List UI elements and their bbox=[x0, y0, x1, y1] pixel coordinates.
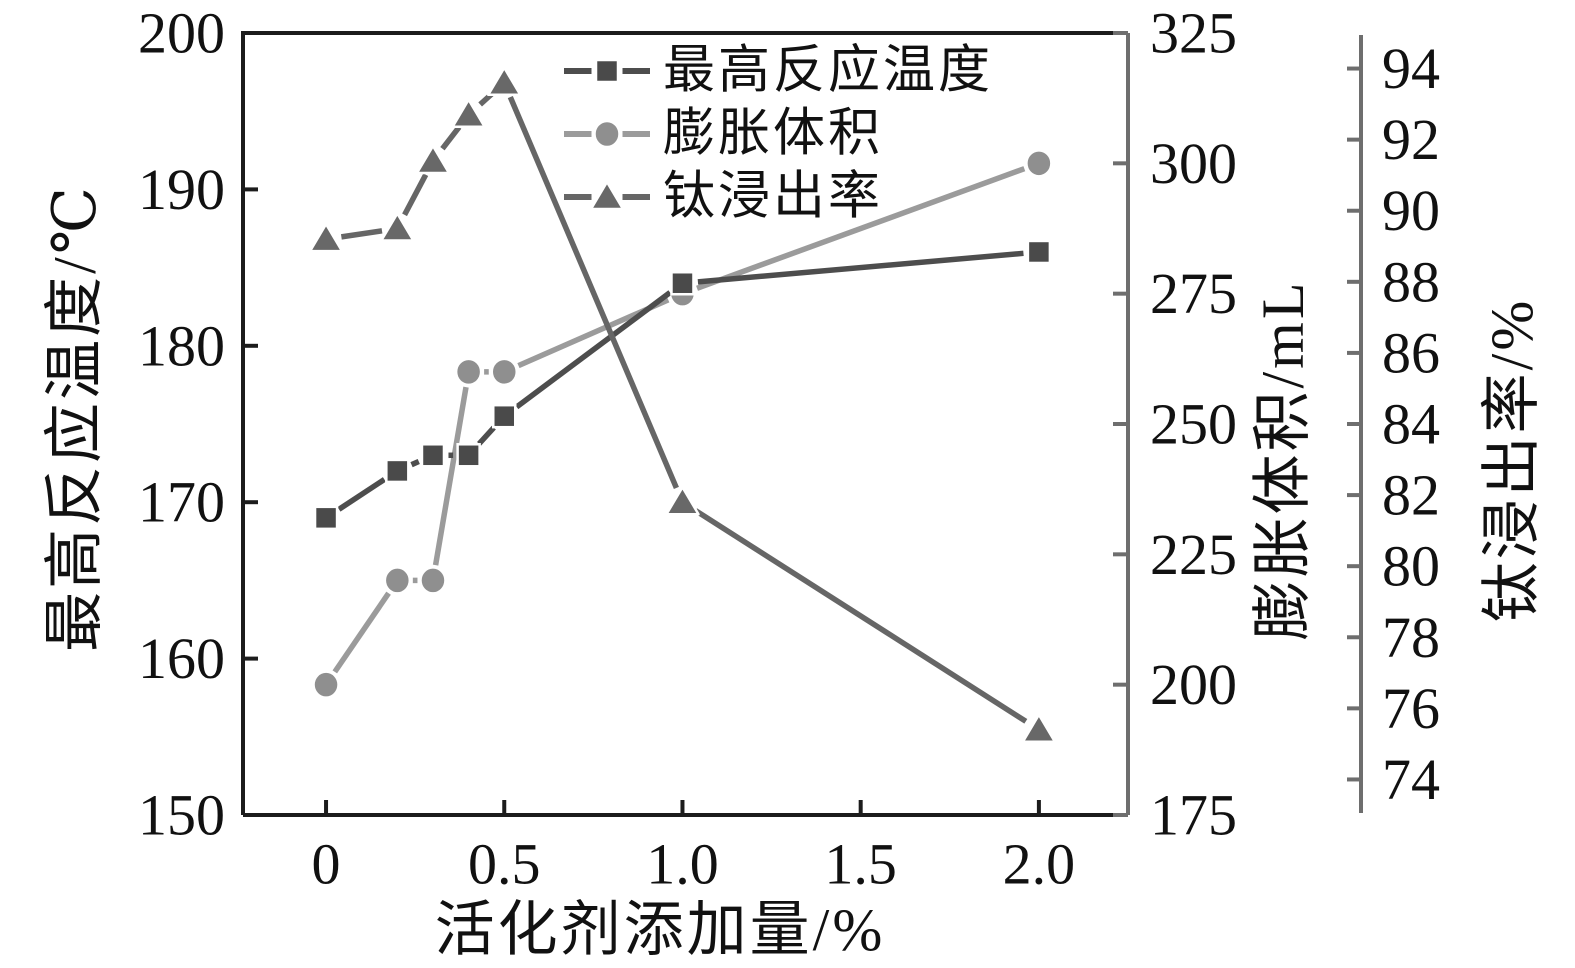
rate-axis-title: 钛浸出率/% bbox=[1479, 298, 1545, 623]
volume-tick-label: 325 bbox=[1150, 1, 1237, 66]
rate-series-line bbox=[440, 125, 462, 151]
rate-tick-label: 88 bbox=[1382, 249, 1440, 314]
x-axis-title: 活化剂添加量/% bbox=[435, 897, 886, 963]
rate-series-line bbox=[694, 508, 1028, 724]
legend-row: 膨胀体积 bbox=[564, 106, 883, 163]
x-tick-label: 1.0 bbox=[646, 832, 719, 897]
volume-tick-label: 175 bbox=[1150, 783, 1237, 848]
x-tick-label: 1.5 bbox=[824, 832, 897, 897]
rate-marker bbox=[451, 98, 486, 129]
x-tick-label: 0 bbox=[312, 832, 341, 897]
temperature-tick-label: 180 bbox=[138, 313, 225, 378]
temperature-tick-label: 170 bbox=[138, 470, 225, 535]
temperature-marker bbox=[420, 443, 446, 468]
rate-tick-label: 86 bbox=[1382, 320, 1440, 385]
legend-row: 钛浸出率 bbox=[564, 169, 883, 226]
temperature-marker bbox=[385, 458, 410, 484]
legend-circle-marker bbox=[593, 119, 621, 149]
volume-marker bbox=[312, 670, 340, 699]
volume-marker bbox=[419, 566, 447, 595]
legend-square-marker bbox=[594, 58, 620, 84]
volume-series-line bbox=[332, 591, 391, 674]
legend-label: 膨胀体积 bbox=[663, 106, 883, 163]
temperature-series bbox=[313, 239, 1052, 531]
volume-tick-label: 250 bbox=[1150, 392, 1237, 457]
legend-triangle-marker bbox=[589, 180, 625, 211]
volume-series-line bbox=[432, 386, 469, 566]
x-tick-label: 2.0 bbox=[1003, 832, 1076, 897]
rate-marker bbox=[487, 66, 522, 97]
rate-tick-label: 82 bbox=[1382, 463, 1440, 528]
rate-series bbox=[308, 66, 1057, 743]
legend-label: 钛浸出率 bbox=[663, 169, 883, 226]
rate-tick-label: 80 bbox=[1382, 534, 1440, 599]
temperature-marker bbox=[456, 443, 481, 468]
volume-tick-label: 275 bbox=[1150, 261, 1237, 326]
temperature-series-line bbox=[697, 250, 1024, 285]
temperature-tick-label: 200 bbox=[138, 1, 225, 66]
rate-tick-label: 92 bbox=[1382, 107, 1440, 172]
temperature-tick-label: 150 bbox=[138, 783, 225, 848]
legend-label: 最高反应温度 bbox=[663, 43, 993, 100]
temperature-series-line bbox=[410, 458, 420, 468]
rate-series-line bbox=[402, 173, 429, 217]
temperature-marker bbox=[492, 403, 517, 429]
volume-tick-label: 300 bbox=[1150, 131, 1237, 196]
volume-marker bbox=[490, 357, 519, 387]
rate-marker bbox=[415, 144, 451, 175]
volume-marker bbox=[1025, 149, 1053, 178]
volume-tick-label: 200 bbox=[1150, 652, 1237, 717]
temperature-marker bbox=[1026, 239, 1052, 265]
rate-tick-label: 84 bbox=[1382, 392, 1440, 457]
volume-axis-title: 膨胀体积/mL bbox=[1250, 280, 1316, 641]
temperature-series-line bbox=[477, 425, 496, 446]
volume-marker bbox=[383, 566, 412, 595]
rate-marker bbox=[308, 222, 344, 253]
temperature-marker bbox=[313, 505, 339, 531]
rate-marker bbox=[665, 485, 700, 516]
volume-marker bbox=[454, 357, 483, 387]
temperature-marker bbox=[670, 270, 695, 296]
rate-tick-label: 90 bbox=[1382, 178, 1440, 243]
x-tick-label: 0.5 bbox=[468, 832, 541, 897]
temperature-tick-label: 160 bbox=[138, 626, 225, 691]
volume-series-line bbox=[696, 166, 1026, 291]
temperature-axis-title: 最高反应温度/℃ bbox=[42, 184, 108, 652]
volume-tick-label: 225 bbox=[1150, 522, 1237, 587]
rate-marker bbox=[1021, 713, 1057, 743]
legend-row: 最高反应温度 bbox=[564, 43, 993, 100]
rate-series-line bbox=[507, 95, 679, 490]
temperature-series-line bbox=[337, 477, 386, 512]
rate-tick-label: 76 bbox=[1382, 676, 1440, 741]
rate-tick-label: 94 bbox=[1382, 36, 1440, 101]
rate-tick-label: 78 bbox=[1382, 605, 1440, 670]
rate-tick-label: 74 bbox=[1382, 747, 1440, 812]
temperature-tick-label: 190 bbox=[138, 157, 225, 222]
volume-series bbox=[312, 149, 1053, 699]
tick-group: 150 160 170 180 190 200 0 0.5 1.0 1.5 2.0 175 200 225… bbox=[138, 1, 1440, 897]
rate-series-line bbox=[340, 228, 383, 240]
temperature-series-line bbox=[515, 290, 672, 410]
rate-marker bbox=[380, 212, 415, 242]
